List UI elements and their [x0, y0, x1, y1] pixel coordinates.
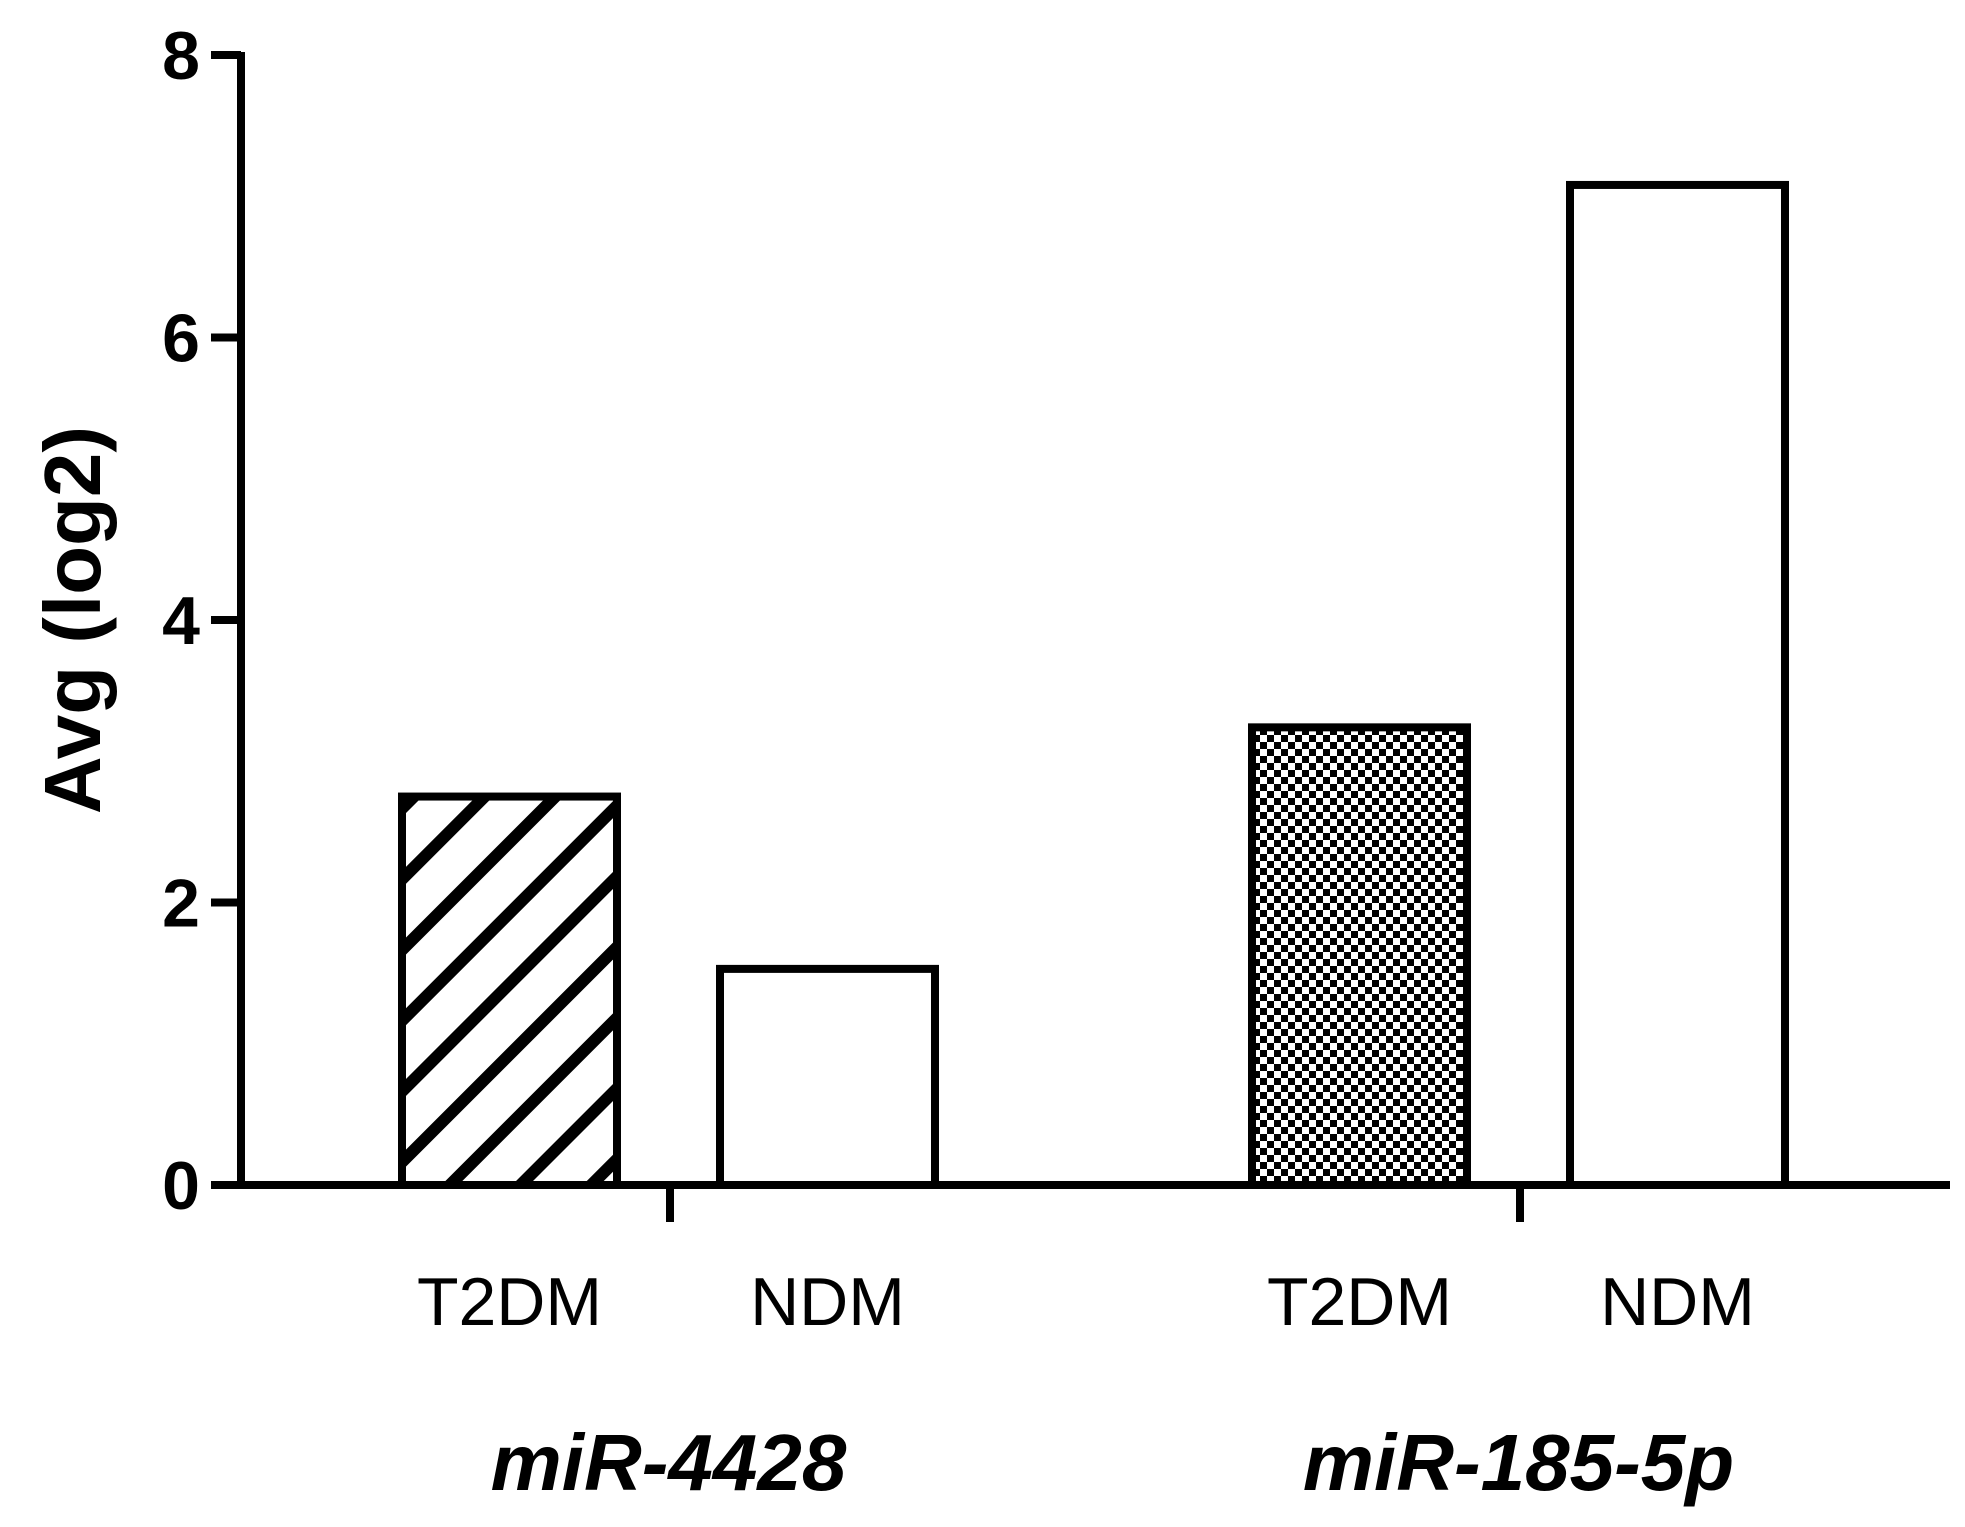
- category-label: T2DM: [417, 1264, 602, 1340]
- y-axis-title: Avg (log2): [28, 426, 117, 814]
- category-label: NDM: [750, 1264, 905, 1340]
- group-labels-layer: miR-4428 miR-185-5p: [491, 1418, 1735, 1507]
- y-tick-label: 6: [162, 301, 200, 377]
- y-tick-label: 0: [162, 1148, 200, 1224]
- y-tick-label: 2: [162, 866, 200, 942]
- y-tick-label: 4: [162, 583, 200, 659]
- bars-layer: [398, 180, 1789, 1190]
- group-label: miR-185-5p: [1303, 1418, 1734, 1507]
- y-ticks-layer: 0 2 4 6 8: [162, 18, 241, 1224]
- category-labels-layer: T2DM NDM T2DM NDM: [417, 1264, 1755, 1340]
- category-label: NDM: [1600, 1264, 1755, 1340]
- group-label: miR-4428: [491, 1418, 847, 1507]
- bar-mir-4428-ndm: [716, 964, 939, 1190]
- bar-mir-185-5p-ndm: [1566, 180, 1789, 1189]
- y-tick-label: 8: [162, 18, 200, 94]
- x-ticks-layer: [666, 1185, 1524, 1222]
- category-label: T2DM: [1267, 1264, 1452, 1340]
- bar-mir-185-5p-t2dm: [1248, 723, 1471, 1189]
- bar-mir-4428-t2dm: [398, 792, 621, 1189]
